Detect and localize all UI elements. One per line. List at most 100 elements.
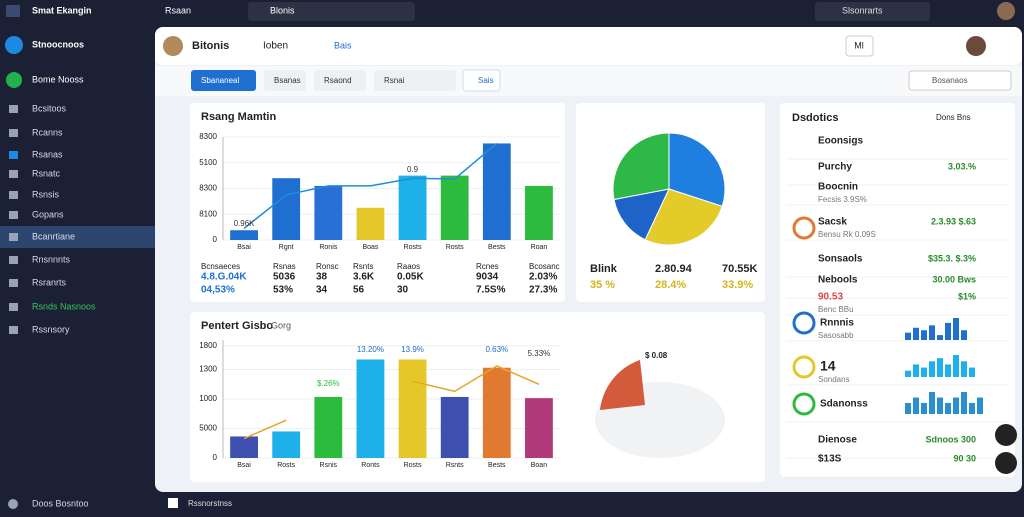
panel-filter[interactable]: Dons Bns <box>936 113 971 122</box>
search-box[interactable] <box>815 2 930 21</box>
tab-label: Rsnai <box>384 76 405 85</box>
tab-label: Sbananeal <box>201 76 239 85</box>
nav-item[interactable]: Rsranrts <box>32 277 67 287</box>
x-tick-label: Bsai <box>237 244 251 251</box>
x-tick-label: Rsnis <box>320 462 338 469</box>
link-box[interactable] <box>462 69 501 92</box>
menu[interactable]: Rsaan <box>165 5 191 15</box>
pie-slice <box>612 132 670 201</box>
bar <box>356 207 385 240</box>
row-title: Sonsaols <box>818 254 863 265</box>
chart-title: Pentert Gisbo <box>201 320 273 332</box>
row-title: Sdanonss <box>820 399 868 410</box>
spark-bar <box>961 392 967 414</box>
side-subtitle: Bome Nooss <box>32 74 84 84</box>
stat: Rsnas <box>273 262 296 271</box>
x-tick-label: Rsnts <box>446 462 464 469</box>
spark-bar <box>969 403 975 414</box>
nav-item[interactable]: Gopans <box>32 209 64 219</box>
x-tick-label: Boan <box>531 462 547 469</box>
stat: 53% <box>273 285 293 296</box>
row-sub: Bensu Rk 0.09S <box>818 230 876 239</box>
nav-item[interactable]: Rcanns <box>32 127 63 137</box>
x-tick-label: Rosts <box>446 244 464 251</box>
stat: Rsnts <box>353 262 373 271</box>
annotation: 0.9 <box>407 165 419 174</box>
spark-bar <box>953 355 959 377</box>
spark-bar <box>953 318 959 340</box>
nav-item[interactable]: Bcsitoos <box>32 103 67 113</box>
nav-item[interactable]: Rsnatc <box>32 168 61 178</box>
row-sub: Sondans <box>818 375 850 384</box>
toolbar-tab[interactable] <box>191 70 256 91</box>
stat: Rcnes <box>476 262 499 271</box>
pie-slice <box>644 188 723 246</box>
stat: 0.05K <box>397 272 424 283</box>
row-title: 14 <box>820 358 836 374</box>
header-tab[interactable]: Ioben <box>263 41 288 52</box>
stat: Ronsc <box>316 262 339 271</box>
brand: Smat Ekangin <box>32 5 92 15</box>
toolbar-tab[interactable] <box>374 70 456 91</box>
bar <box>314 185 343 240</box>
deco-slice <box>600 360 645 410</box>
row-title: Eoonsigs <box>818 136 863 147</box>
row-sub: Sasosabb <box>818 331 854 340</box>
search-text: Bosanaos <box>932 76 968 85</box>
spark-bar <box>977 397 983 414</box>
y-tick-label: 5100 <box>199 158 217 167</box>
spark-bar <box>929 392 935 414</box>
spark-bar <box>929 361 935 377</box>
nav-icon <box>9 170 18 178</box>
row-title: Boocnin <box>818 182 858 193</box>
bar <box>482 143 511 240</box>
toolbar-tab[interactable] <box>264 70 306 91</box>
x-tick-label: Rgnt <box>279 244 294 251</box>
card <box>190 103 565 302</box>
badge: Ml <box>854 40 864 50</box>
nav-item[interactable]: Rsnds Nasnoos <box>32 301 96 311</box>
y-tick-label: 8300 <box>199 132 217 141</box>
spark-bar <box>905 370 911 377</box>
badge-box[interactable] <box>845 35 874 57</box>
row-value: 30.00 Bws <box>932 274 976 284</box>
header-link[interactable]: Bais <box>334 40 352 50</box>
ring <box>792 392 816 416</box>
nav-item[interactable]: Bcanrtiane <box>32 231 75 241</box>
nav-item[interactable]: Rssnsory <box>32 324 70 334</box>
bar <box>230 230 258 240</box>
toolbar-tab[interactable] <box>314 70 366 91</box>
y-tick-label: 0 <box>213 453 218 462</box>
x-tick-label: Ronis <box>319 244 337 251</box>
toolbar-search[interactable] <box>908 70 1012 91</box>
stat: 4.8.G.04K <box>201 272 247 283</box>
status <box>6 72 22 88</box>
tab-label: Rsaond <box>324 76 352 85</box>
annotation: 13.20% <box>357 345 384 354</box>
tab: Blonis <box>270 5 295 15</box>
ring <box>792 216 816 240</box>
spark-bar <box>921 367 927 377</box>
x-tick-label: Rosts <box>404 244 422 251</box>
x-tick-label: Rosts <box>277 462 295 469</box>
spark-bar <box>929 325 935 340</box>
nav-icon <box>9 326 18 334</box>
row-title: Nebools <box>818 275 858 286</box>
tab-box[interactable] <box>248 2 415 21</box>
pie-slice <box>668 132 726 207</box>
spark-bar <box>913 327 919 340</box>
spark-bar <box>961 330 967 340</box>
stat: 3.6K <box>353 272 375 283</box>
stat: 27.3% <box>529 285 557 296</box>
stat: 38 <box>316 272 328 283</box>
annotation: 5.33% <box>528 349 551 358</box>
nav-item[interactable]: Rsnsis <box>32 189 60 199</box>
nav-item[interactable]: Rnsnnnts <box>32 254 71 264</box>
stat: Raaos <box>397 262 420 271</box>
row-value: $1% <box>958 291 976 301</box>
y-tick-label: 5000 <box>199 424 217 433</box>
pie-stat: 2.80.94 <box>655 263 693 275</box>
bar <box>356 359 385 458</box>
y-tick-label: 1300 <box>199 365 217 374</box>
nav-item[interactable]: Rsanas <box>32 149 63 159</box>
